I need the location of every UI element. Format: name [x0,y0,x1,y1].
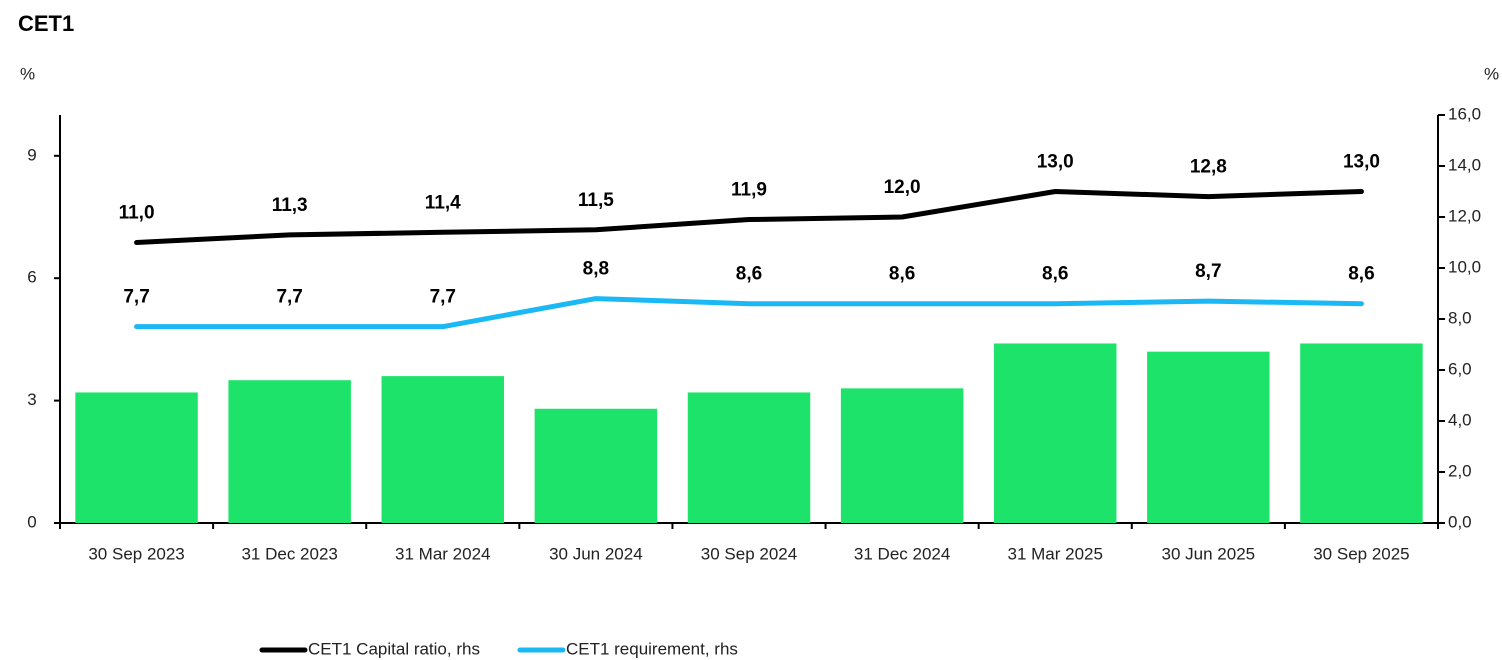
data-label: 7,7 [276,287,302,308]
y-tick-label: 9 [27,145,36,164]
y2-tick-label: 10,0 [1448,257,1481,276]
bar [687,392,811,523]
x-tick-label: 30 Jun 2025 [1162,544,1256,563]
bar [75,392,198,523]
y-axis-label: % [20,64,35,83]
x-tick-label: 30 Sep 2023 [88,544,184,563]
y2-axis-label: % [1484,64,1499,83]
data-label: 7,7 [430,287,456,308]
x-tick-label: 31 Dec 2023 [241,544,337,563]
data-label: 8,6 [1042,264,1068,285]
y-tick-label: 0 [27,512,36,531]
data-label: 13,0 [1037,152,1074,173]
bar [840,388,964,523]
y-tick-label: 3 [27,390,36,409]
data-label: 8,7 [1195,261,1221,282]
data-label: 7,7 [123,287,149,308]
data-label: 11,3 [272,195,308,216]
y2-tick-label: 0,0 [1448,512,1472,531]
y2-tick-label: 6,0 [1448,359,1472,378]
data-label: 13,0 [1343,152,1380,173]
y2-tick-label: 16,0 [1448,104,1481,123]
x-tick-label: 30 Sep 2024 [701,544,797,563]
x-tick-label: 30 Sep 2025 [1313,544,1409,563]
data-label: 11,9 [731,180,767,201]
x-tick-label: 31 Mar 2024 [395,544,490,563]
x-tick-label: 30 Jun 2024 [549,544,643,563]
legend-label: CET1 requirement, rhs [566,639,738,658]
data-label: 11,4 [425,192,461,213]
line [134,189,1364,245]
data-label: 8,6 [889,264,915,285]
line [134,296,1364,330]
y2-tick-label: 8,0 [1448,308,1472,327]
data-label: 11,5 [578,190,614,211]
bar [993,343,1117,523]
data-label: 8,6 [736,264,762,285]
data-label: 8,6 [1348,264,1374,285]
chart-title: CET1 [18,11,74,36]
bar [1300,343,1423,523]
bar [381,376,505,523]
y2-tick-label: 2,0 [1448,461,1472,480]
y-tick-label: 6 [27,268,36,287]
data-label: 12,8 [1190,157,1227,178]
data-label: 11,0 [119,203,155,224]
x-tick-label: 31 Dec 2024 [854,544,950,563]
data-label: 12,0 [884,177,921,198]
data-label: 8,8 [583,259,609,280]
y2-tick-label: 14,0 [1448,155,1481,174]
bar [228,380,351,523]
y2-tick-label: 4,0 [1448,410,1472,429]
legend-label: CET1 Capital ratio, rhs [308,639,480,658]
bar [534,408,658,523]
y2-tick-label: 12,0 [1448,206,1481,225]
bar [1147,351,1270,523]
x-tick-label: 31 Mar 2025 [1007,544,1102,563]
